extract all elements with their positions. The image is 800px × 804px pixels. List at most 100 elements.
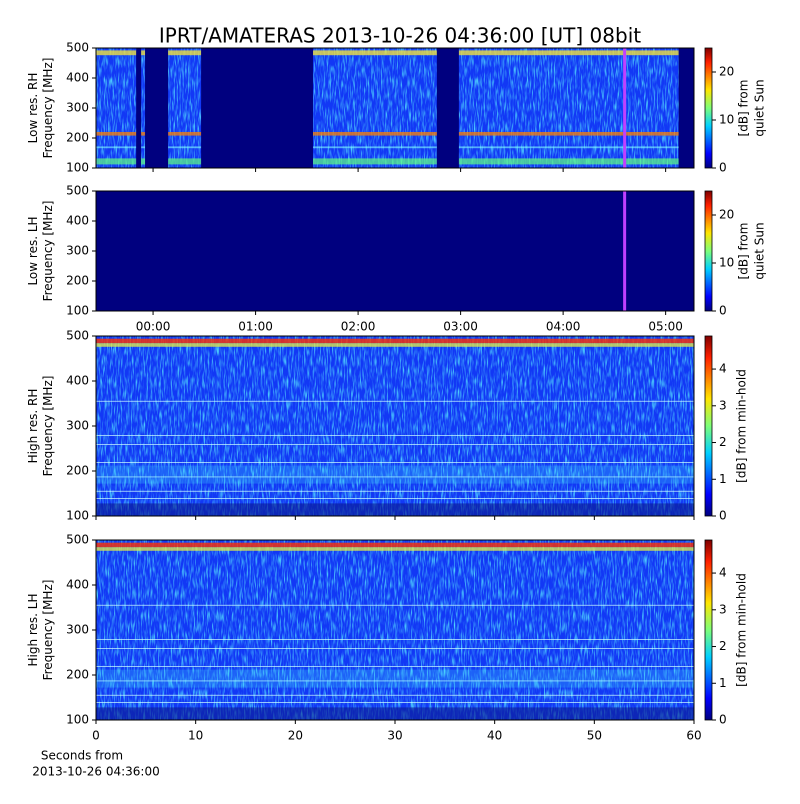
- colorbar-tick-label: 1: [719, 472, 727, 486]
- colorbar-tick-label: 3: [719, 602, 727, 616]
- x-tick-label: 10: [188, 729, 203, 743]
- y-tick-label: 400: [66, 578, 89, 592]
- band: [96, 604, 694, 606]
- y-tick-label: 200: [66, 274, 89, 288]
- y-tick-label: 500: [66, 533, 89, 547]
- band: [96, 400, 694, 402]
- y-axis-label: Low res. LH: [26, 216, 40, 285]
- x-tick-label: 02:00: [341, 320, 376, 334]
- colorbar-label: [dB] from min-hold: [735, 369, 749, 483]
- colorbar-tick-label: 0: [719, 304, 727, 318]
- colorbar: [704, 539, 713, 721]
- band: [96, 639, 694, 640]
- x-tick-label: 30: [387, 729, 402, 743]
- colorbar-tick-label: 20: [719, 208, 734, 222]
- band: [96, 707, 694, 720]
- spectrogram-texture: [96, 336, 694, 516]
- band: [96, 343, 694, 347]
- band: [96, 547, 694, 551]
- band: [96, 462, 694, 463]
- y-axis-label: Frequency [MHz]: [41, 58, 55, 159]
- band: [96, 158, 694, 165]
- spectrogram-texture: [96, 540, 694, 720]
- band: [96, 498, 694, 499]
- y-tick-label: 300: [66, 623, 89, 637]
- band: [96, 702, 694, 703]
- band: [96, 338, 694, 344]
- x-tick-label: 01:00: [238, 320, 273, 334]
- colorbar-tick-label: 2: [719, 435, 727, 449]
- band: [96, 444, 694, 445]
- x-tick-label: 0: [92, 729, 100, 743]
- colorbar-label: quiet Sun: [753, 79, 767, 136]
- y-tick-label: 100: [66, 509, 89, 523]
- y-axis-label: High res. RH: [26, 389, 40, 464]
- data-gap: [678, 48, 694, 168]
- x-tick-label: 50: [587, 729, 602, 743]
- band: [96, 694, 694, 696]
- x-tick-label: 00:00: [136, 320, 171, 334]
- band: [96, 542, 694, 548]
- colorbar-tick-label: 0: [719, 713, 727, 727]
- y-axis-label: High res. LH: [26, 593, 40, 666]
- colorbar-tick-label: 4: [719, 566, 727, 580]
- y-tick-label: 100: [66, 304, 89, 318]
- band: [96, 132, 694, 136]
- colorbar-label: [dB] from min-hold: [735, 573, 749, 687]
- spectrogram-texture: [96, 48, 694, 168]
- x-tick-label: 04:00: [546, 320, 581, 334]
- colorbar-label: [dB] from: [737, 80, 751, 137]
- data-gap: [145, 48, 169, 168]
- x-axis-label: 2013-10-26 04:36:00: [32, 765, 159, 779]
- band: [96, 648, 694, 649]
- colorbar-tick-label: 4: [719, 362, 727, 376]
- colorbar: [704, 335, 713, 517]
- spectrogram: [96, 48, 694, 168]
- y-axis-label: Frequency [MHz]: [41, 201, 55, 302]
- y-tick-label: 400: [66, 214, 89, 228]
- y-tick-label: 200: [66, 464, 89, 478]
- y-tick-label: 200: [66, 668, 89, 682]
- band: [96, 435, 694, 436]
- colorbar-tick-label: 20: [719, 65, 734, 79]
- colorbar-tick-label: 0: [719, 161, 727, 175]
- colorbar-tick-label: 2: [719, 639, 727, 653]
- y-tick-label: 100: [66, 161, 89, 175]
- y-tick-label: 300: [66, 419, 89, 433]
- data-gap: [136, 48, 142, 168]
- colorbar: [704, 47, 713, 169]
- spectrogram: [96, 540, 694, 720]
- band: [96, 50, 694, 56]
- y-tick-label: 400: [66, 71, 89, 85]
- colorbar-label: [dB] from: [737, 223, 751, 280]
- x-axis-label: Seconds from: [41, 749, 123, 763]
- y-tick-label: 400: [66, 374, 89, 388]
- colorbar-tick-label: 0: [719, 509, 727, 523]
- spectrogram-background: [96, 191, 694, 311]
- band: [96, 490, 694, 492]
- spectrogram: [96, 191, 694, 311]
- band: [96, 146, 694, 149]
- colorbar-tick-label: 10: [719, 256, 734, 270]
- y-tick-label: 200: [66, 131, 89, 145]
- data-gap: [201, 48, 313, 168]
- colorbar-tick-label: 10: [719, 113, 734, 127]
- y-tick-label: 300: [66, 101, 89, 115]
- band: [96, 465, 694, 484]
- band: [96, 503, 694, 516]
- data-gap: [436, 48, 459, 168]
- x-tick-label: 40: [487, 729, 502, 743]
- y-axis-label: Frequency [MHz]: [41, 580, 55, 681]
- y-tick-label: 100: [66, 713, 89, 727]
- colorbar-label: quiet Sun: [753, 222, 767, 279]
- x-tick-label: 60: [686, 729, 701, 743]
- colorbar: [704, 190, 713, 312]
- colorbar-tick-label: 3: [719, 398, 727, 412]
- x-tick-label: 03:00: [443, 320, 478, 334]
- y-axis-label: Frequency [MHz]: [41, 376, 55, 477]
- chart-title: IPRT/AMATERAS 2013-10-26 04:36:00 [UT] 0…: [159, 24, 641, 48]
- band: [96, 669, 694, 688]
- y-tick-label: 500: [66, 329, 89, 343]
- y-tick-label: 300: [66, 244, 89, 258]
